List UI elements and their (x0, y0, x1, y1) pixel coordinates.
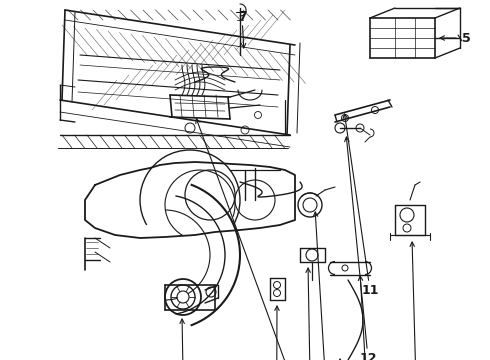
Text: 12: 12 (359, 351, 377, 360)
Text: 11: 11 (361, 284, 379, 297)
Text: 7: 7 (238, 9, 246, 22)
Text: 5: 5 (462, 31, 470, 45)
Circle shape (177, 291, 189, 303)
